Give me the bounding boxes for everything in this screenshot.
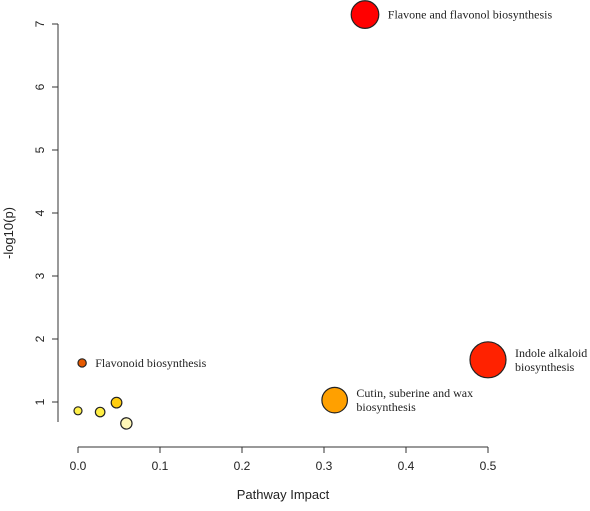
point-annotation: Indole alkaloid biosynthesis — [515, 346, 587, 374]
y-axis: 1 2 3 4 5 6 7 — [33, 20, 59, 422]
point-annotation: Cutin, suberine and wax biosynthesis — [356, 386, 473, 414]
annotation-line: biosynthesis — [356, 400, 416, 414]
annotation-line: Flavone and flavonol biosynthesis — [388, 8, 553, 22]
y-tick-label: 1 — [33, 398, 47, 405]
y-tick-label: 6 — [33, 83, 47, 90]
x-ticks: 0.0 0.1 0.2 0.3 0.4 0.5 — [70, 447, 497, 473]
y-tick-label: 2 — [33, 335, 47, 342]
x-tick-label: 0.0 — [70, 459, 87, 473]
y-tick-label: 3 — [33, 272, 47, 279]
data-point — [350, 0, 380, 29]
data-point — [94, 406, 106, 418]
data-point — [469, 341, 507, 379]
annotation-line: Cutin, suberine and wax — [356, 386, 473, 400]
data-point — [77, 358, 87, 368]
x-axis-label: Pathway Impact — [237, 487, 330, 502]
x-tick-label: 0.2 — [234, 459, 251, 473]
data-point — [110, 396, 123, 409]
data-point — [120, 417, 133, 430]
annotation-line: Indole alkaloid — [515, 346, 587, 360]
y-ticks: 1 2 3 4 5 6 7 — [33, 20, 58, 405]
y-tick-label: 5 — [33, 146, 47, 153]
annotation-line: Flavonoid biosynthesis — [95, 356, 206, 370]
data-point — [73, 406, 83, 416]
y-axis-label: -log10(p) — [1, 207, 16, 259]
data-point — [321, 386, 349, 414]
y-tick-label: 4 — [33, 209, 47, 216]
point-annotation: Flavone and flavonol biosynthesis — [388, 8, 553, 22]
y-tick-label: 7 — [33, 20, 47, 27]
x-tick-label: 0.3 — [316, 459, 333, 473]
x-tick-label: 0.4 — [398, 459, 415, 473]
x-tick-label: 0.5 — [480, 459, 497, 473]
x-axis: 0.0 0.1 0.2 0.3 0.4 0.5 — [70, 446, 497, 473]
point-annotation: Flavonoid biosynthesis — [95, 356, 206, 370]
annotation-line: biosynthesis — [515, 360, 575, 374]
data-points — [73, 0, 507, 430]
x-tick-label: 0.1 — [152, 459, 169, 473]
point-annotations: Flavone and flavonol biosynthesis Indole … — [95, 8, 587, 415]
